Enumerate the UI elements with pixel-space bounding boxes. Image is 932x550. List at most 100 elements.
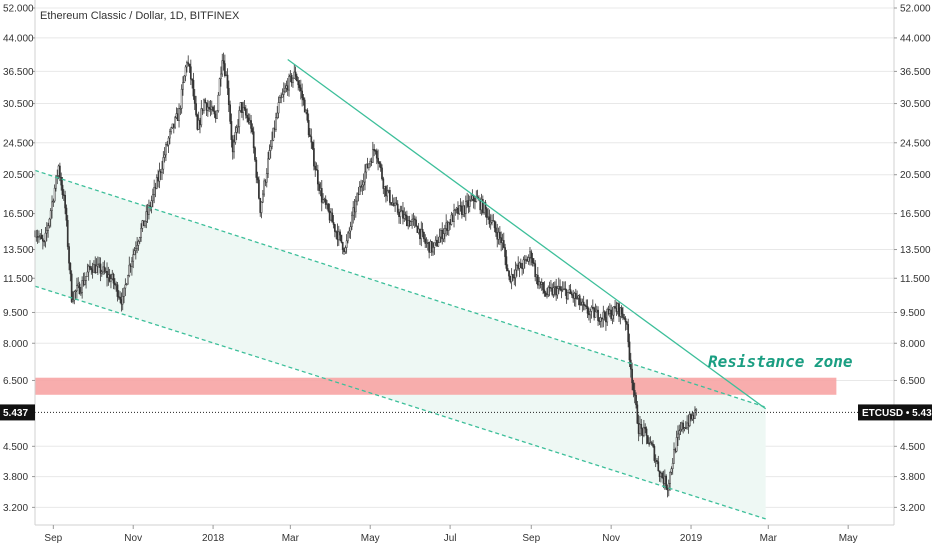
candle-298 bbox=[424, 234, 427, 248]
candle-74 bbox=[131, 257, 133, 276]
candle-449 bbox=[622, 306, 624, 321]
candle-495 bbox=[682, 419, 685, 434]
candle-body bbox=[641, 428, 644, 436]
trendline-1 bbox=[34, 169, 766, 408]
candle-451 bbox=[624, 316, 627, 331]
candle-body bbox=[264, 180, 267, 183]
candle-321 bbox=[454, 208, 457, 216]
candle-body bbox=[382, 178, 385, 189]
right-tick-label-9: 9.500 bbox=[900, 308, 925, 319]
candle-206 bbox=[303, 97, 306, 113]
candle-body bbox=[150, 200, 153, 208]
candle-body bbox=[627, 324, 630, 343]
candle-body bbox=[309, 134, 311, 137]
candle-body bbox=[275, 117, 277, 131]
candle-body bbox=[416, 226, 419, 233]
candle-body bbox=[259, 198, 262, 213]
candle-body bbox=[468, 200, 471, 207]
candle-245 bbox=[354, 195, 357, 218]
candle-362 bbox=[508, 270, 510, 281]
candle-91 bbox=[153, 179, 156, 204]
candle-body bbox=[68, 246, 70, 264]
candle-body bbox=[189, 66, 192, 80]
candle-208 bbox=[306, 108, 309, 123]
candle-155 bbox=[237, 119, 239, 134]
candle-202 bbox=[298, 79, 301, 92]
candle-body bbox=[364, 171, 366, 183]
candle-29 bbox=[72, 291, 74, 304]
candle-body bbox=[650, 442, 653, 445]
candle-84 bbox=[144, 220, 146, 228]
candle-body bbox=[614, 306, 616, 309]
candle-452 bbox=[626, 320, 628, 330]
time-axis[interactable]: Sep Nov 2018 Mar May Jul Sep Nov 2019 Mar May bbox=[44, 525, 858, 544]
candle-body bbox=[141, 220, 144, 229]
candle-443 bbox=[614, 299, 616, 309]
candle-body bbox=[547, 286, 550, 295]
candle-124 bbox=[196, 113, 199, 131]
chart-title: Ethereum Classic / Dollar, 1D, BITFINEX bbox=[40, 10, 240, 22]
candle-body bbox=[415, 219, 417, 227]
candle-body bbox=[57, 165, 60, 176]
candle-body bbox=[182, 82, 184, 90]
candle-body bbox=[624, 318, 627, 323]
candle-body bbox=[391, 202, 394, 205]
candle-body bbox=[365, 163, 368, 173]
candle-465 bbox=[643, 419, 645, 438]
candle-409 bbox=[569, 284, 572, 295]
candle-250 bbox=[361, 180, 364, 195]
candle-body bbox=[307, 120, 310, 136]
candle-body bbox=[527, 257, 530, 262]
candle-body bbox=[567, 292, 569, 300]
candle-body bbox=[43, 240, 46, 243]
candle-body bbox=[661, 472, 664, 478]
candle-body bbox=[335, 231, 338, 233]
candle-body bbox=[47, 225, 49, 231]
candle-body bbox=[276, 112, 279, 118]
candle-body bbox=[679, 429, 682, 431]
left-tick-label-6: 16.500 bbox=[3, 209, 34, 220]
candle-body bbox=[615, 308, 618, 312]
candle-body bbox=[430, 241, 433, 253]
time-tick-label-2: 2018 bbox=[202, 533, 225, 544]
resistance-zone-rect bbox=[35, 377, 837, 395]
right-tick-label-14: 3.200 bbox=[900, 503, 925, 514]
candle-352 bbox=[495, 221, 497, 237]
candle-body bbox=[432, 247, 434, 253]
candle-body bbox=[683, 427, 686, 430]
candle-body bbox=[488, 216, 491, 225]
candle-body bbox=[502, 240, 505, 248]
candle-145 bbox=[224, 54, 226, 78]
candle-body bbox=[134, 248, 137, 251]
candle-373 bbox=[522, 256, 525, 274]
candle-body bbox=[368, 163, 370, 169]
candle-body bbox=[107, 274, 110, 278]
candle-body bbox=[296, 76, 298, 82]
candle-148 bbox=[227, 80, 230, 113]
candle-body bbox=[580, 304, 582, 306]
candle-377 bbox=[527, 254, 530, 265]
candle-body bbox=[510, 274, 513, 282]
candle-302 bbox=[429, 239, 432, 253]
candle-190 bbox=[282, 82, 285, 103]
candle-body bbox=[201, 108, 204, 111]
candle-body bbox=[518, 262, 521, 269]
right-price-axis[interactable]: 52.000 44.000 36.500 30.500 24.500 20.500 16.5… bbox=[894, 4, 931, 514]
candle-184 bbox=[275, 112, 277, 132]
candle-85 bbox=[145, 204, 148, 229]
candle-115 bbox=[184, 64, 187, 82]
candle-167 bbox=[252, 126, 255, 154]
left-price-axis[interactable]: 52.000 44.000 36.500 30.500 24.500 20.500 16.5… bbox=[3, 4, 35, 514]
candle-body bbox=[144, 221, 146, 227]
candle-body bbox=[357, 193, 360, 195]
candle-body bbox=[411, 219, 413, 222]
candle-435 bbox=[603, 310, 606, 321]
candle-body bbox=[459, 205, 462, 207]
candle-422 bbox=[586, 299, 589, 318]
candle-body bbox=[612, 306, 615, 316]
candle-body bbox=[35, 236, 38, 238]
time-tick-label-1: Nov bbox=[124, 533, 142, 544]
candle-194 bbox=[288, 73, 290, 97]
candle-body bbox=[501, 240, 504, 244]
candle-body bbox=[497, 231, 500, 240]
